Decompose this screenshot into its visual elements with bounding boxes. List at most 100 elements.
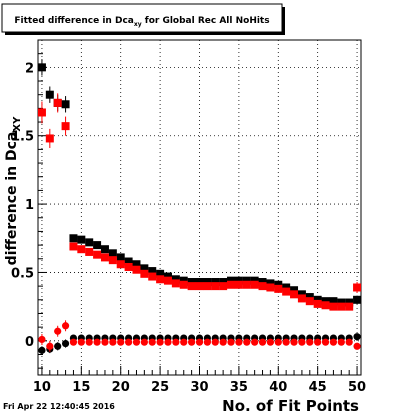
data-point — [353, 333, 361, 341]
data-point — [179, 280, 188, 289]
data-point — [321, 301, 330, 310]
data-point — [297, 294, 306, 303]
data-point — [179, 276, 188, 285]
x-axis-title: No. of Fit Points — [222, 397, 359, 414]
title-shadow-right — [282, 7, 285, 35]
data-point — [337, 338, 345, 346]
data-point — [274, 280, 283, 289]
data-point — [116, 253, 125, 262]
data-point — [219, 278, 228, 287]
data-point — [306, 338, 314, 346]
data-point — [37, 108, 46, 117]
data-point — [38, 335, 46, 344]
data-point — [69, 242, 78, 251]
data-point — [108, 256, 117, 265]
chart-title-main: Fitted difference in Dca — [14, 16, 133, 26]
y-tick-label: 1.5 — [11, 130, 34, 145]
data-point — [242, 276, 251, 285]
data-point — [172, 338, 180, 346]
data-point — [132, 260, 141, 269]
data-point — [93, 241, 102, 250]
data-point — [219, 282, 228, 291]
data-point — [69, 338, 78, 346]
data-point — [266, 279, 275, 288]
data-point — [45, 134, 54, 143]
data-point — [234, 276, 243, 285]
data-point — [77, 235, 86, 244]
data-point — [234, 280, 243, 289]
y-axis-title-subscript: XY — [12, 116, 23, 132]
y-axis: 0 0.5 1 1.5 2 — [11, 39, 47, 369]
data-point — [148, 338, 156, 346]
y-tick-label: 1 — [25, 198, 34, 213]
x-tick-label: 10 — [33, 380, 51, 395]
x-tick-label: 50 — [348, 380, 366, 395]
x-tick-label: 20 — [112, 380, 130, 395]
data-point — [163, 272, 172, 281]
data-point — [187, 282, 196, 291]
data-point — [250, 276, 259, 285]
data-point — [353, 295, 362, 304]
data-point — [61, 322, 70, 330]
x-tick-label: 40 — [269, 380, 287, 395]
x-tick-label: 15 — [72, 380, 90, 395]
data-point — [101, 338, 109, 346]
x-tick-label: 35 — [230, 380, 248, 395]
data-point — [203, 282, 212, 291]
title-frame — [1, 3, 283, 33]
data-point — [85, 338, 93, 346]
data-point — [132, 338, 141, 346]
data-point — [85, 238, 94, 247]
data-point — [164, 338, 172, 346]
data-point — [321, 338, 330, 346]
data-series-3 — [38, 320, 361, 352]
data-point — [211, 338, 219, 346]
data-point — [148, 272, 157, 281]
data-point — [93, 338, 101, 346]
data-point — [140, 264, 149, 273]
y-tick-label: 0 — [25, 335, 34, 350]
data-point — [282, 287, 291, 296]
timestamp: Fri Apr 22 12:40:45 2016 — [3, 402, 115, 411]
data-point — [140, 269, 149, 278]
data-point — [77, 245, 86, 254]
data-point — [353, 342, 361, 350]
data-point — [297, 290, 306, 299]
data-point — [235, 338, 243, 346]
data-point — [124, 262, 133, 271]
data-point — [219, 338, 227, 346]
x-tick-label: 30 — [190, 380, 208, 395]
data-point — [314, 338, 322, 346]
data-point — [274, 338, 282, 346]
data-point — [337, 298, 346, 307]
x-axis: 10 15 20 25 30 35 40 45 50 — [33, 366, 366, 395]
data-point — [61, 339, 70, 348]
data-point — [337, 302, 346, 311]
chart-title: Fitted difference in Dcaxy for Global Re… — [14, 16, 269, 28]
data-point — [156, 269, 165, 278]
data-point — [45, 90, 54, 99]
data-point — [250, 280, 259, 289]
data-point — [188, 338, 196, 346]
data-point — [195, 282, 204, 291]
data-point — [321, 297, 330, 306]
data-point — [109, 338, 117, 346]
data-point — [282, 338, 290, 346]
data-point — [124, 257, 133, 266]
data-point — [305, 293, 314, 302]
data-point — [345, 338, 353, 346]
data-point — [117, 338, 125, 346]
data-point — [54, 327, 62, 335]
data-point — [282, 283, 291, 292]
data-point — [243, 338, 251, 346]
data-point — [93, 250, 102, 259]
data-point — [171, 275, 180, 284]
data-point — [61, 100, 70, 109]
x-tick-label: 25 — [151, 380, 169, 395]
data-point — [211, 282, 220, 291]
data-point — [38, 346, 46, 354]
data-point — [313, 295, 322, 304]
title-shadow-bottom — [5, 32, 285, 35]
data-point — [53, 98, 62, 107]
